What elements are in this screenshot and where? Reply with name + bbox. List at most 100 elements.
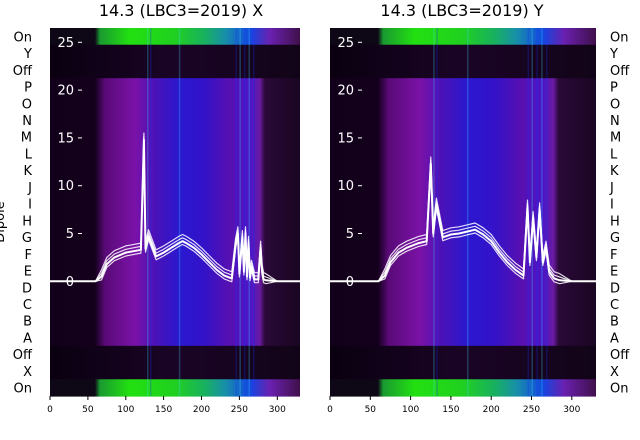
- x-tick-label: 200: [483, 405, 500, 415]
- row-label-o: O: [610, 97, 620, 112]
- heatmap-row-on: [50, 28, 300, 46]
- heatmap-row-h: [330, 212, 596, 230]
- row-label-e: E: [610, 265, 618, 280]
- heatmap-row-on: [330, 28, 596, 46]
- overlay-tick-label: 15: [337, 131, 354, 146]
- overlay-tick-label: 25: [57, 36, 74, 51]
- row-label-on: On: [610, 382, 628, 397]
- x-tick-label: 50: [82, 405, 94, 415]
- row-label-d: D: [22, 281, 32, 296]
- heatmap-row-k: [330, 161, 596, 180]
- row-label-p: P: [610, 81, 618, 96]
- row-label-c: C: [23, 298, 32, 313]
- x-tick-label: 300: [563, 405, 580, 415]
- row-label-m: M: [610, 131, 621, 146]
- y-axis-label: Dipole: [0, 201, 8, 242]
- left-panel: 0 5 10 15 20 25 14.3 (LBC3=2019) X On Y Off PONMLK…: [0, 1, 300, 415]
- heatmap-row-o: [50, 94, 300, 113]
- overlay-series-line: [330, 156, 596, 282]
- heatmap-row-a: [50, 329, 300, 347]
- row-label-g: G: [22, 231, 32, 246]
- heatmap-row-f: [330, 245, 596, 263]
- row-label-h: H: [22, 214, 32, 229]
- row-label-on: On: [14, 382, 32, 397]
- heatmap-streak: [253, 28, 255, 396]
- row-label-i: I: [610, 198, 614, 213]
- x-tick-label: 0: [47, 405, 53, 415]
- heatmap-row-d: [330, 278, 596, 297]
- row-label-x: X: [23, 365, 32, 380]
- row-label-k: K: [23, 164, 32, 179]
- heatmap-row-x: [50, 362, 300, 380]
- row-label-f: F: [610, 248, 617, 263]
- x-tick-label: 150: [442, 405, 459, 415]
- heatmap-row-p: [330, 78, 596, 96]
- overlay-tick-label: 20: [337, 84, 354, 99]
- heatmap-row-d: [50, 278, 300, 297]
- x-tick-label: 300: [269, 405, 286, 415]
- x-tick-label: 50: [365, 405, 377, 415]
- heatmap-streak: [150, 28, 152, 396]
- heatmap-row-l: [330, 145, 596, 163]
- row-label-j: J: [27, 181, 32, 196]
- heatmap-row-k: [50, 161, 300, 180]
- heatmap-row-c: [50, 295, 300, 313]
- heatmap-row-j: [50, 178, 300, 196]
- row-label-p: P: [24, 81, 32, 96]
- row-label-b: B: [610, 315, 619, 330]
- heatmap-streak: [433, 28, 435, 396]
- row-label-h: H: [610, 214, 620, 229]
- row-label-i: I: [28, 198, 32, 213]
- row-label-l: L: [25, 148, 33, 163]
- overlay-series-line: [50, 132, 300, 282]
- heatmap-row-f: [50, 245, 300, 263]
- heatmap-row-a: [330, 329, 596, 347]
- heatmap-streak: [541, 28, 543, 396]
- heatmap-row-l: [50, 145, 300, 163]
- x-tick-label: 200: [193, 405, 210, 415]
- row-label-m: M: [21, 131, 32, 146]
- overlay-tick-label: 10: [57, 179, 74, 194]
- row-label-j: J: [609, 181, 614, 196]
- row-label-n: N: [22, 114, 32, 129]
- heatmap-row-b: [330, 312, 596, 330]
- heatmap-row-b: [50, 312, 300, 330]
- heatmap-row-i: [50, 195, 300, 213]
- heatmap-streak: [147, 28, 149, 396]
- heatmap-row-m: [330, 128, 596, 146]
- x-tick-label: 0: [327, 405, 333, 415]
- heatmap-streak: [467, 28, 469, 396]
- row-label-on: On: [610, 30, 628, 45]
- heatmap-row-m: [50, 128, 300, 146]
- heatmap-row-on: [50, 379, 300, 397]
- row-label-l: L: [610, 148, 618, 163]
- heatmap-row-e: [50, 262, 300, 280]
- heatmap-row-off: [50, 345, 300, 364]
- heatmap-row-p: [50, 78, 300, 96]
- heatmap-streak: [531, 28, 533, 396]
- overlay-tick-label: 15: [57, 131, 74, 146]
- heatmap-streak: [546, 28, 548, 396]
- row-label-off: Off: [13, 64, 33, 79]
- heatmap-row-n: [50, 111, 300, 129]
- row-label-o: O: [22, 97, 32, 112]
- overlay-tick-label: 25: [337, 36, 354, 51]
- heatmap-row-e: [330, 262, 596, 280]
- heatmap-row-off: [330, 345, 596, 364]
- heatmap-row-i: [330, 195, 596, 213]
- row-label-off: Off: [13, 348, 33, 363]
- heatmap-row-o: [330, 94, 596, 113]
- row-label-a: A: [23, 332, 32, 347]
- x-tick-label: 250: [231, 405, 248, 415]
- heatmap-row-on: [330, 379, 596, 397]
- chart-title: 14.3 (LBC3=2019) Y: [380, 1, 543, 20]
- x-tick-label: 250: [523, 405, 540, 415]
- heatmap-row-y: [50, 44, 300, 63]
- row-label-b: B: [23, 315, 32, 330]
- overlay-tick-label: 5: [66, 227, 74, 242]
- row-label-y: Y: [609, 47, 618, 62]
- row-label-f: F: [25, 248, 32, 263]
- row-label-x: X: [610, 365, 619, 380]
- heatmap-streak: [235, 28, 238, 396]
- heatmap-row-j: [330, 178, 596, 196]
